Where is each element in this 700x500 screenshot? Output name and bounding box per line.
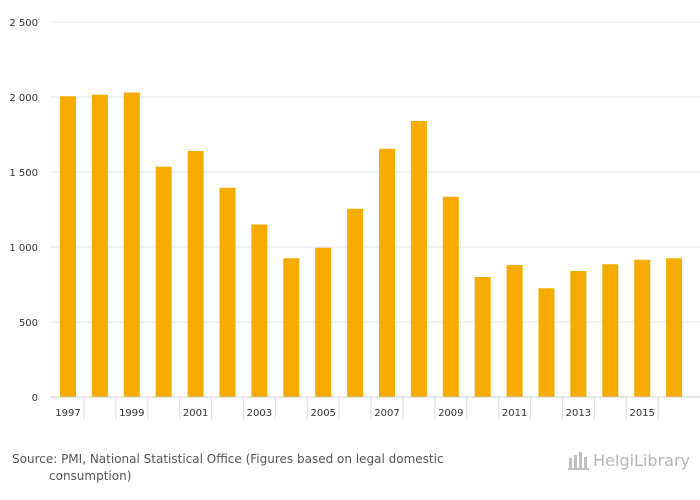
bar-1997: [60, 96, 76, 397]
bar-2010: [474, 277, 491, 397]
bar-2007: [379, 148, 395, 397]
bar-2014: [602, 264, 619, 397]
bar-2015: [634, 259, 651, 397]
source-note: Source: PMI, National Statistical Office…: [12, 451, 532, 485]
bar-1998: [91, 94, 108, 397]
x-tick-label: 2003: [247, 408, 272, 419]
y-tick-label: 1 000: [9, 243, 38, 254]
bar-2016: [666, 258, 683, 397]
bar-2008: [410, 121, 427, 397]
bars: [60, 92, 683, 397]
bar-2006: [347, 208, 364, 397]
bar-1999: [123, 92, 140, 397]
x-tick-label: 1999: [119, 408, 144, 419]
x-tick-label: 2001: [183, 408, 208, 419]
y-tick-label: 500: [19, 318, 38, 329]
source-line-1: Source: PMI, National Statistical Office…: [12, 452, 444, 466]
x-tick-label: 2007: [374, 408, 399, 419]
bar-2002: [219, 187, 236, 397]
y-tick-label: 1 500: [9, 168, 38, 179]
helgi-library-logo: HelgiLibrary: [568, 450, 690, 470]
x-tick-label: 2011: [502, 408, 527, 419]
x-tick-label: 2005: [310, 408, 335, 419]
y-tick-label: 2 500: [9, 18, 38, 29]
x-tick-label: 2013: [566, 408, 591, 419]
bar-2013: [570, 271, 587, 397]
bar-2001: [187, 151, 204, 397]
x-tick-label: 2015: [629, 408, 654, 419]
bar-2011: [506, 265, 523, 397]
source-line-2: consumption): [49, 469, 132, 483]
logo-text: HelgiLibrary: [593, 450, 690, 470]
bar-2009: [442, 196, 459, 397]
x-tick-label: 2009: [438, 408, 463, 419]
y-tick-label: 2 000: [9, 93, 38, 104]
bar-2003: [251, 224, 268, 397]
x-tick-label: 1997: [55, 408, 80, 419]
bar-2005: [315, 247, 332, 397]
x-axis-ticks: 1997 1999 2001 2003 2005 2007 2009 2011 2013 2015: [55, 397, 659, 419]
bar-2004: [283, 258, 300, 397]
library-icon: [568, 452, 590, 470]
bar-2012: [538, 288, 555, 397]
y-axis-ticks: 0 500 1 000 1 500 2 000 2 500: [9, 18, 38, 404]
bar-chart: 0 500 1 000 1 500 2 000 2 500 1997 1999 2001 200…: [9, 18, 700, 419]
y-tick-label: 0: [32, 393, 38, 404]
bar-2000: [155, 166, 172, 397]
